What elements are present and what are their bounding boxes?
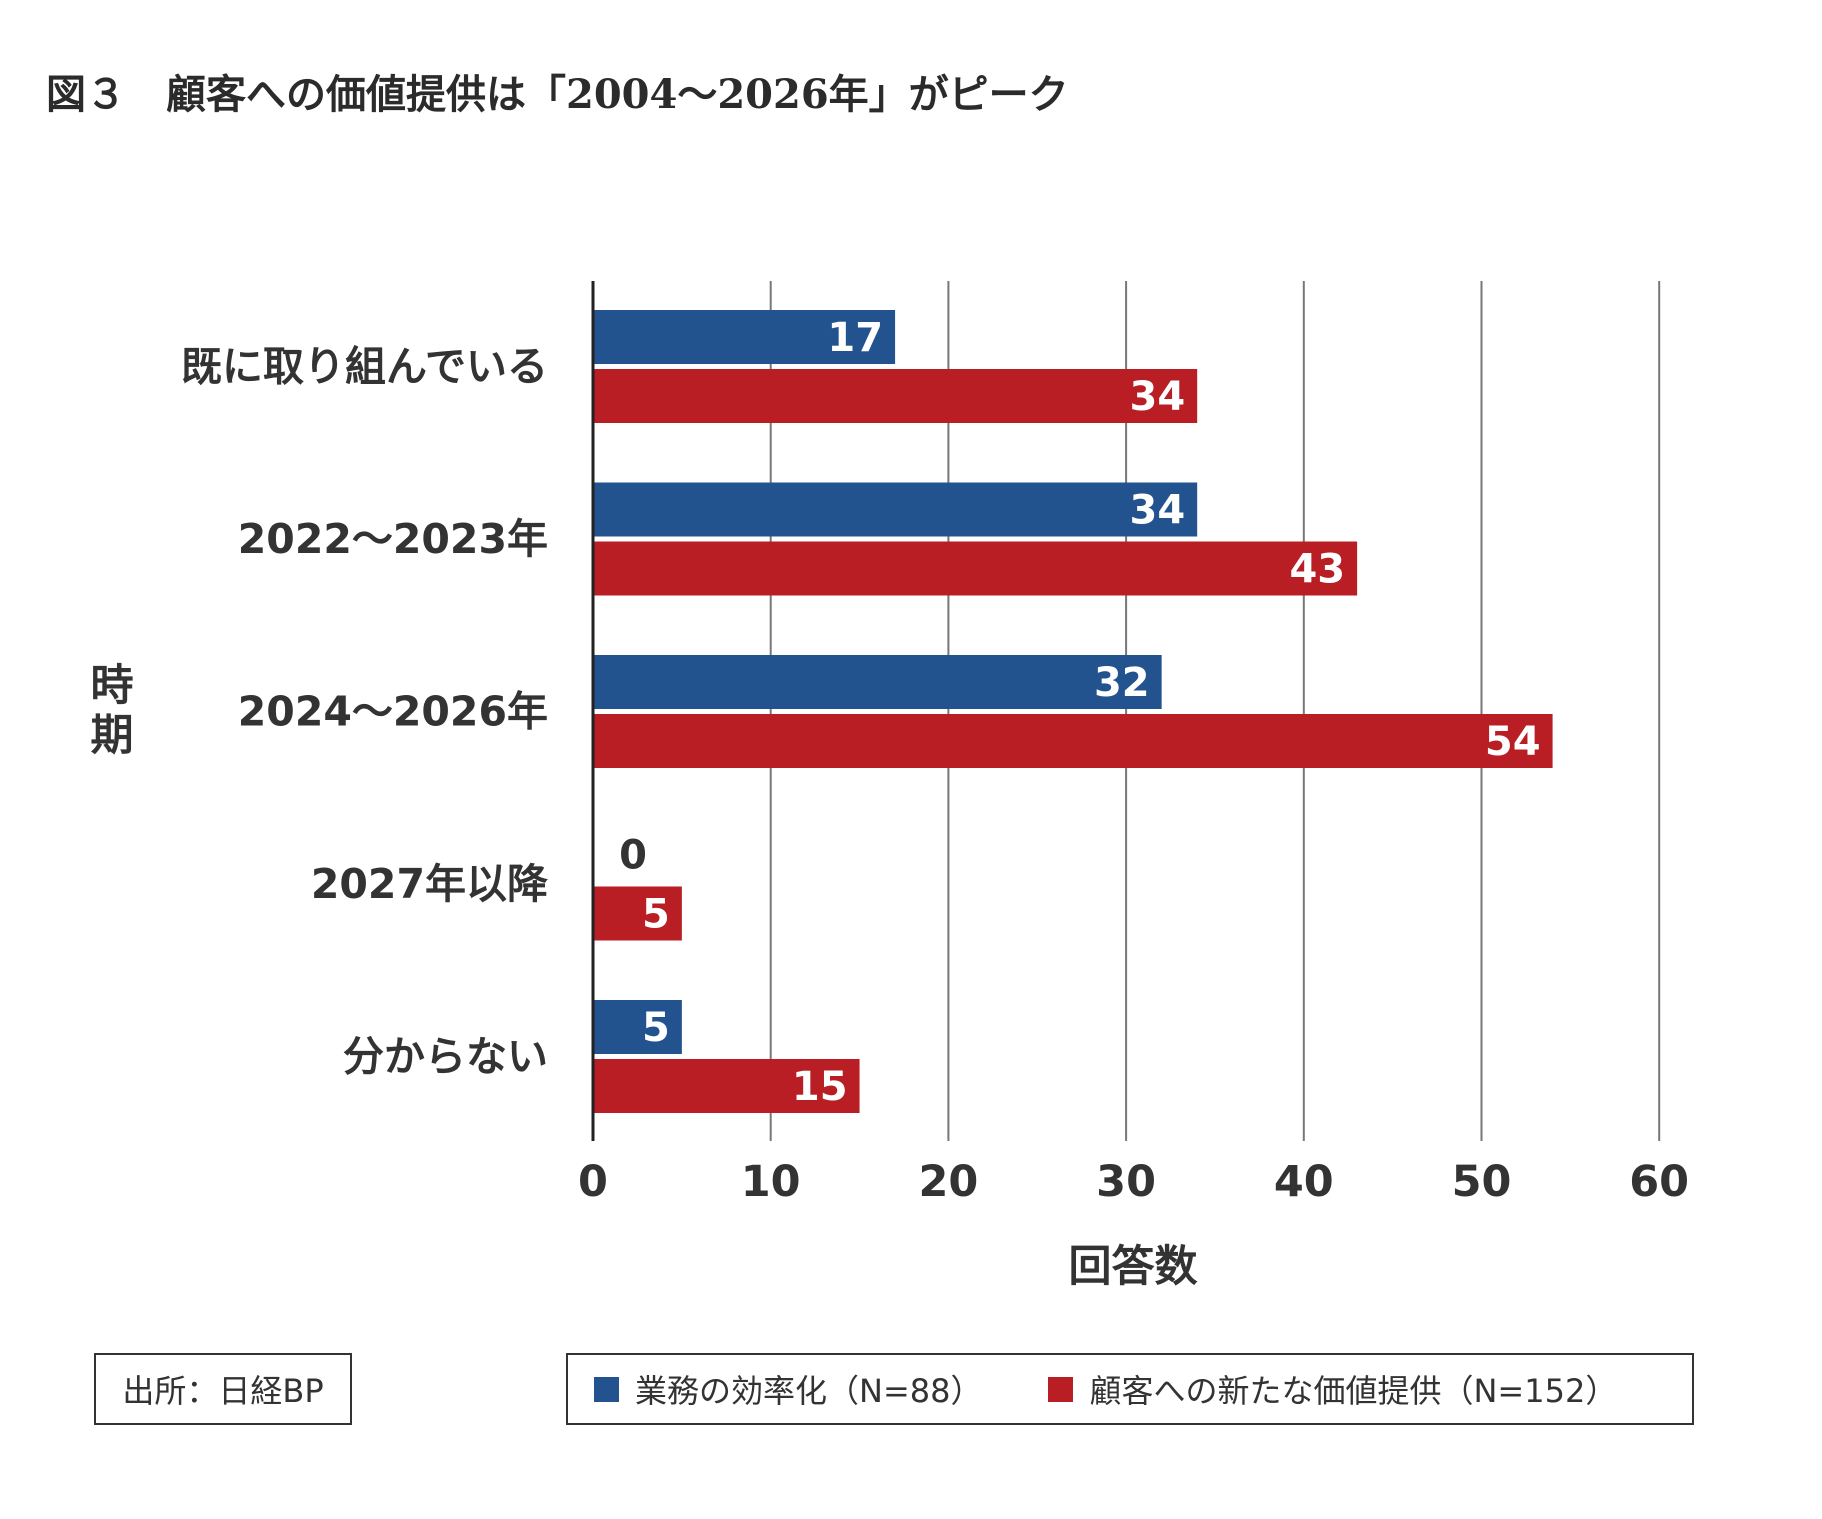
category-label: 2027年以降 — [311, 860, 548, 908]
bar — [593, 310, 896, 364]
category-label: 分からない — [343, 1033, 548, 1081]
bar-value-label: 54 — [1485, 719, 1541, 765]
x-tick-label: 40 — [1274, 1157, 1334, 1207]
source-note: 出所：日経BP — [94, 1353, 352, 1425]
bar-value-label: 0 — [619, 833, 647, 879]
x-tick-labels: 0 10 20 30 40 50 60 — [578, 1157, 1689, 1207]
legend-item-new-value: 顧客への新たな価値提供（N=152） — [1048, 1366, 1617, 1412]
legend-label-new-value: 顧客への新たな価値提供（N=152） — [1089, 1372, 1618, 1410]
legend-swatch-blue — [594, 1376, 619, 1402]
bar-value-label: 5 — [642, 892, 670, 938]
bar-value-label: 34 — [1130, 488, 1186, 534]
legend-item-efficiency: 業務の効率化（N=88） — [594, 1366, 982, 1412]
x-tick-label: 60 — [1629, 1157, 1689, 1207]
chart-title: 図３ 顧客への価値提供は「2004〜2026年」がピーク — [46, 71, 1069, 118]
x-tick-label: 0 — [578, 1157, 608, 1207]
x-tick-label: 30 — [1096, 1157, 1156, 1207]
x-tick-label: 10 — [741, 1157, 801, 1207]
x-tick-label: 50 — [1452, 1157, 1512, 1207]
bar-value-label: 43 — [1289, 547, 1345, 593]
bar — [593, 886, 682, 941]
bar-value-label: 17 — [827, 315, 883, 361]
bar — [593, 1059, 860, 1113]
category-label: 2024〜2026年 — [238, 688, 548, 736]
bar-value-label: 15 — [792, 1064, 848, 1110]
bar — [593, 482, 1198, 537]
category-labels: 既に取り組んでいる 2022〜2023年 2024〜2026年 2027年以降分からな… — [181, 343, 548, 1081]
legend-swatch-red — [1048, 1376, 1074, 1402]
bar — [593, 655, 1162, 709]
bar-value-label: 5 — [642, 1005, 670, 1051]
legend: 業務の効率化（N=88） 顧客への新たな価値提供（N=152） — [566, 1353, 1694, 1425]
bar — [593, 714, 1553, 768]
bar — [593, 541, 1358, 596]
bar — [593, 1000, 682, 1054]
bar-value-label: 32 — [1094, 660, 1150, 706]
y-axis-title: 時期 — [91, 661, 134, 761]
category-label: 既に取り組んでいる — [181, 343, 548, 391]
category-label: 2022〜2023年 — [238, 515, 548, 563]
bar — [593, 369, 1198, 423]
x-tick-label: 20 — [918, 1157, 978, 1207]
source-text: 出所：日経BP — [122, 1372, 324, 1410]
grid-lines — [769, 281, 1661, 1141]
legend-label-efficiency: 業務の効率化（N=88） — [635, 1372, 983, 1410]
x-axis-title: 回答数 — [1069, 1242, 1198, 1292]
bars: 17 34 34 43 32 54 0 5 5 15 — [593, 310, 1553, 1113]
bar-value-label: 34 — [1130, 374, 1186, 420]
